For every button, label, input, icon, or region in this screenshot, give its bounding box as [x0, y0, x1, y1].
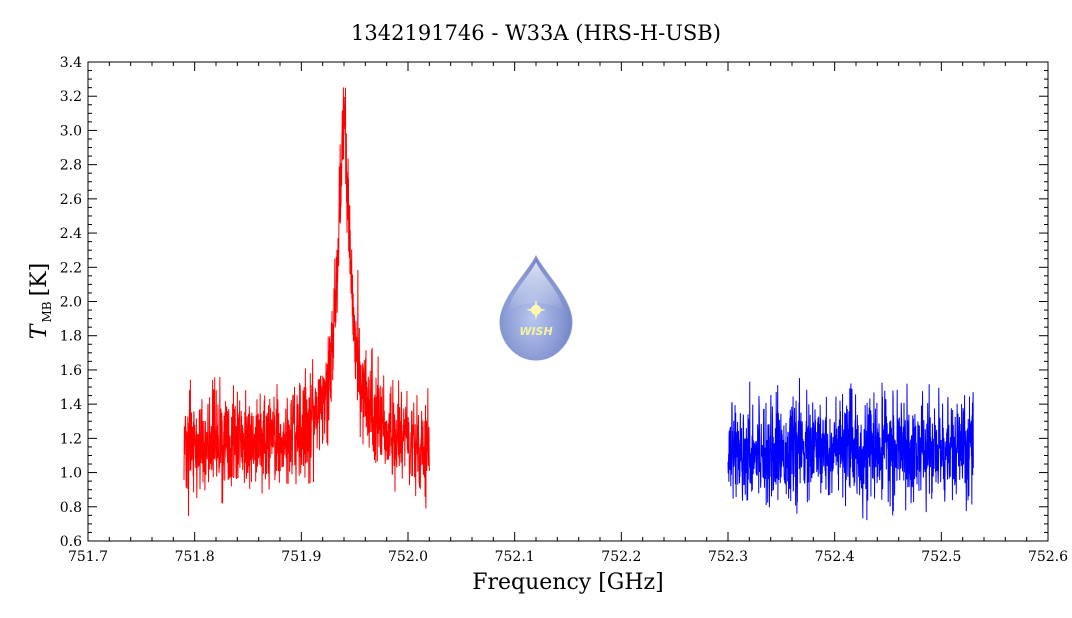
y-tick-label: 2.0 — [60, 295, 82, 311]
x-tick-label: 752.5 — [921, 549, 961, 565]
x-tick-label: 751.7 — [68, 549, 108, 565]
y-tick-label: 3.4 — [60, 55, 82, 71]
axis-tick-labels: 751.7 751.8 751.9 752.0 752.1 752.2 752.3 752.4… — [60, 55, 1068, 565]
y-tick-label: 1.2 — [60, 431, 82, 447]
y-tick-label: 1.4 — [60, 397, 82, 413]
x-tick-label: 752.4 — [815, 549, 855, 565]
series-line-0 — [183, 87, 430, 516]
svg-text:TMB[K]: TMB [K] — [27, 263, 54, 339]
x-tick-label: 752.0 — [388, 549, 428, 565]
x-tick-label: 752.2 — [601, 549, 641, 565]
y-tick-label: 1.6 — [60, 363, 82, 379]
logo-text: WISH — [519, 325, 552, 338]
x-tick-label: 752.1 — [495, 549, 535, 565]
y-tick-label: 2.4 — [60, 226, 82, 242]
y-tick-label: 3.0 — [60, 123, 82, 139]
y-tick-label: 1.0 — [60, 466, 82, 482]
y-tick-label: 2.2 — [60, 260, 82, 276]
x-tick-label: 752.6 — [1028, 549, 1068, 565]
star-icon — [526, 300, 546, 320]
y-tick-label: 3.2 — [60, 89, 82, 105]
y-axis-unit: [K] — [27, 263, 52, 297]
y-axis-subscript: MB — [40, 301, 54, 322]
axis-ticks — [87, 61, 1049, 542]
y-axis-title: TMB [K] — [27, 263, 54, 339]
chart-title: 1342191746 - W33A (HRS-H-USB) — [351, 21, 721, 45]
y-tick-label: 0.6 — [60, 534, 82, 550]
series-group — [183, 87, 974, 521]
y-axis-symbol: T — [27, 322, 52, 339]
x-axis-title: Frequency [GHz] — [472, 570, 664, 595]
y-tick-label: 2.6 — [60, 192, 82, 208]
y-tick-label: 1.8 — [60, 329, 82, 345]
x-tick-label: 752.3 — [708, 549, 748, 565]
x-tick-label: 751.9 — [281, 549, 321, 565]
x-tick-label: 751.8 — [175, 549, 215, 565]
series-line-1 — [727, 378, 974, 521]
wish-logo-icon: WISH — [499, 254, 573, 361]
y-tick-label: 2.8 — [60, 158, 82, 174]
y-tick-label: 0.8 — [60, 500, 82, 516]
